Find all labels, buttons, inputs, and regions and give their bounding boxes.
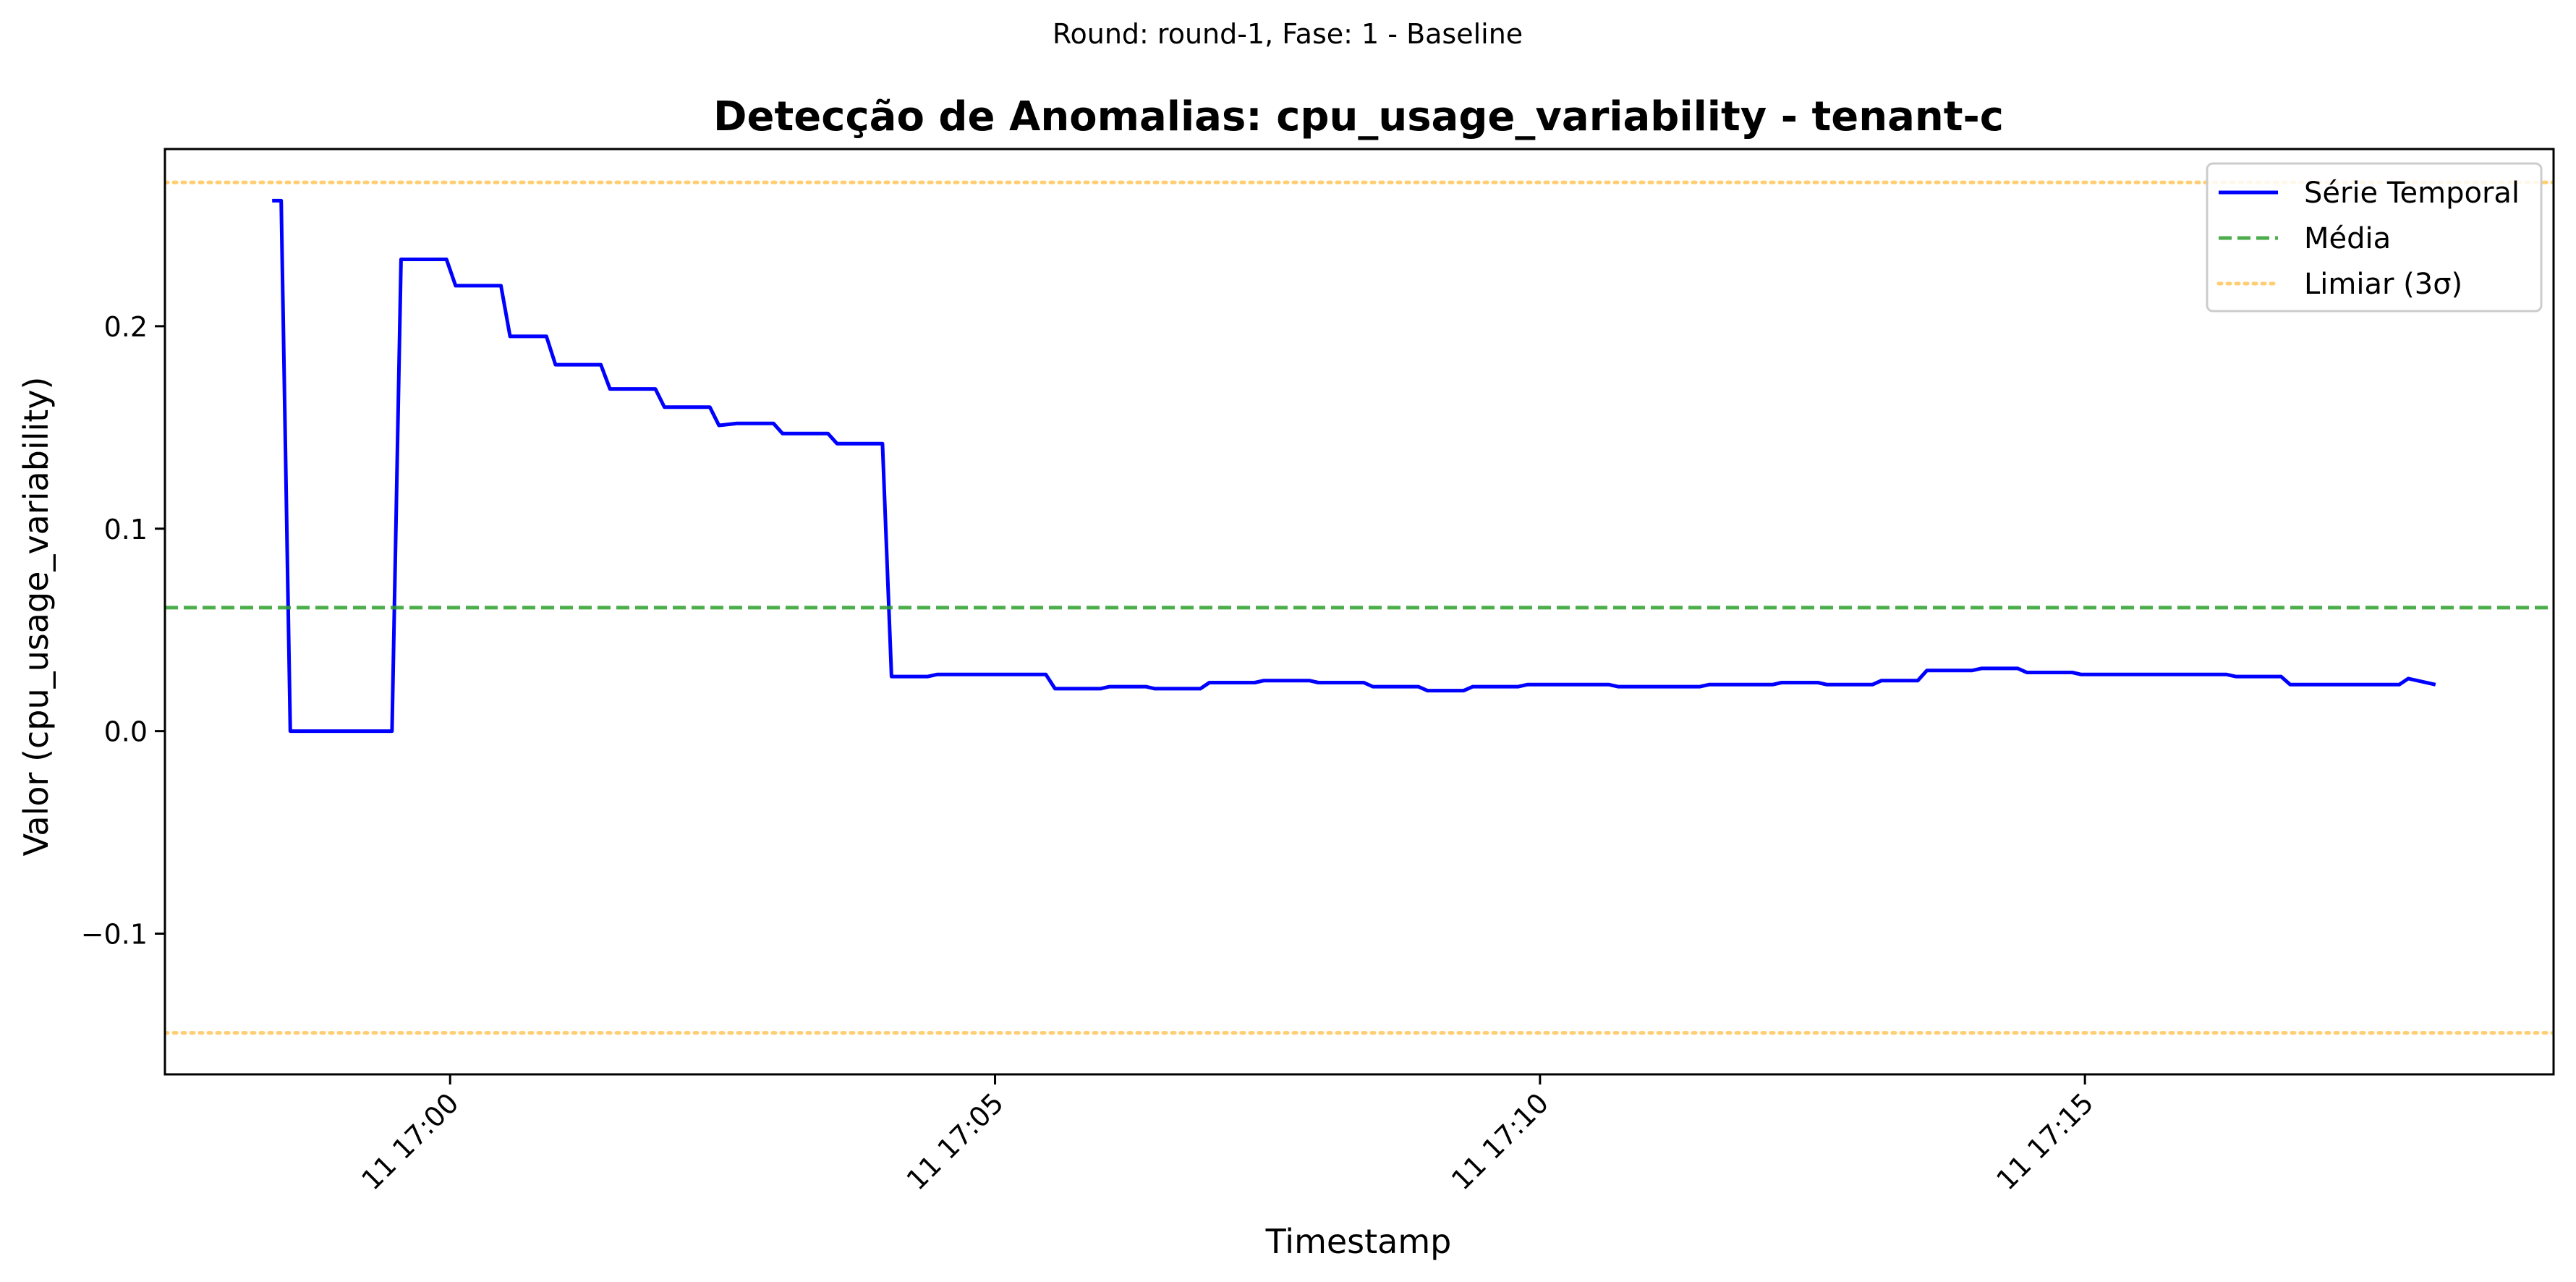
- series-line-serie-temporal: [272, 198, 2436, 734]
- legend-box: [2206, 162, 2543, 313]
- chart-suptitle: Round: round-1, Fase: 1 - Baseline: [1053, 18, 1523, 50]
- y-tick-label: −0.1: [81, 918, 148, 950]
- plot-area: [165, 180, 2554, 1035]
- legend-entry-limiar-label: Limiar (3σ): [2304, 268, 2462, 301]
- chart-title: Detecção de Anomalias: cpu_usage_variabi…: [713, 93, 2004, 140]
- y-tick-label: 0.2: [104, 311, 148, 343]
- axes-frame: [163, 148, 2555, 1076]
- legend: Série Temporal Média Limiar (3σ): [2206, 162, 2543, 313]
- y-tick-label: 0.0: [104, 716, 148, 748]
- legend-entry-media-label: Média: [2304, 222, 2391, 255]
- legend-entry-serie-temporal-label: Série Temporal: [2304, 177, 2520, 210]
- y-axis-label: Valor (cpu_usage_variability): [17, 377, 56, 857]
- y-tick-label: 0.1: [104, 514, 148, 546]
- x-axis-label: Timestamp: [1265, 1222, 1452, 1261]
